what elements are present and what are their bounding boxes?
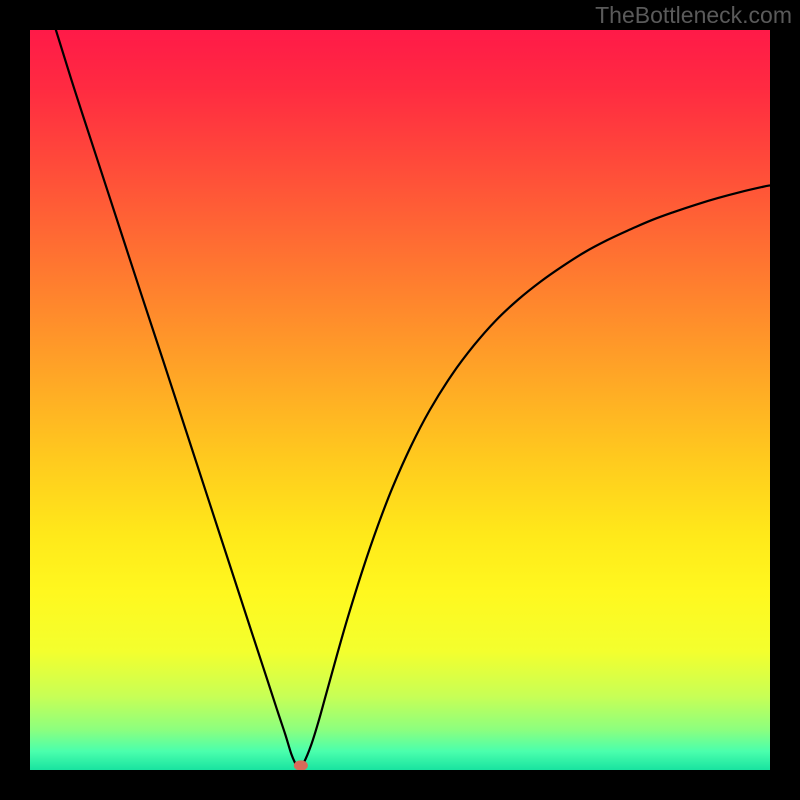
bottleneck-chart <box>30 30 770 770</box>
chart-background <box>30 30 770 770</box>
chart-frame: TheBottleneck.com <box>0 0 800 800</box>
watermark-text: TheBottleneck.com <box>595 2 792 29</box>
